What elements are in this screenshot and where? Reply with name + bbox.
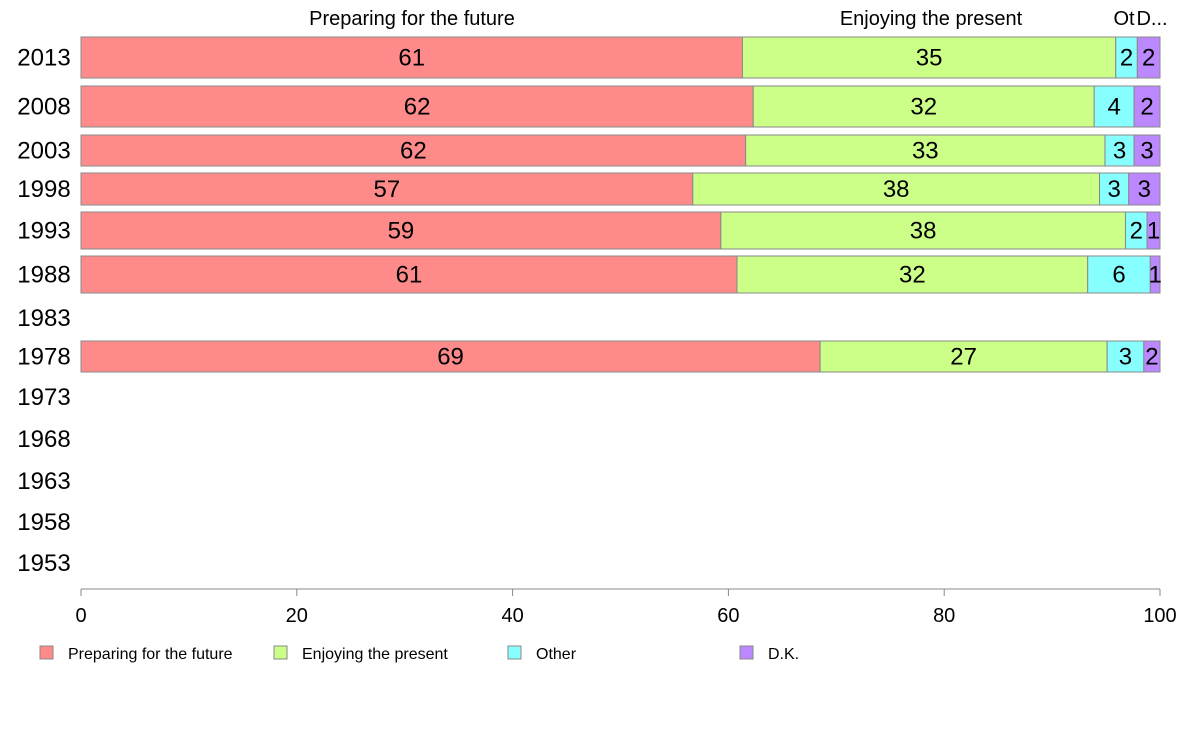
year-label: 1953 bbox=[17, 550, 70, 577]
bar-segment bbox=[80, 340, 821, 373]
bar-value-label: 59 bbox=[388, 218, 415, 245]
bar-segment bbox=[1106, 340, 1145, 373]
legend-swatch bbox=[273, 645, 288, 660]
bar-value-label: 69 bbox=[437, 344, 464, 371]
bar-value-label: 4 bbox=[1107, 94, 1120, 121]
legend-swatch bbox=[507, 645, 522, 660]
bar-segment bbox=[1099, 172, 1130, 206]
bar-value-label: 61 bbox=[396, 262, 423, 289]
year-label: 1973 bbox=[17, 384, 70, 411]
bar-segment bbox=[80, 172, 694, 206]
year-label: 1963 bbox=[17, 468, 70, 495]
legend-label: Enjoying the present bbox=[302, 646, 448, 663]
legend-label: Other bbox=[536, 646, 577, 663]
bar-segment bbox=[80, 255, 738, 294]
year-label: 1978 bbox=[17, 344, 70, 371]
x-tick-label: 20 bbox=[286, 605, 308, 627]
bar-value-label: 57 bbox=[374, 176, 401, 203]
legend-label: Preparing for the future bbox=[68, 646, 233, 663]
bar-segment bbox=[741, 36, 1117, 79]
year-label: 1983 bbox=[17, 305, 70, 332]
x-tick-label: 100 bbox=[1143, 605, 1176, 627]
bar-segment bbox=[752, 85, 1095, 128]
year-label: 1958 bbox=[17, 509, 70, 536]
bar-value-label: 2 bbox=[1120, 45, 1133, 72]
bar-value-label: 62 bbox=[404, 94, 431, 121]
year-label: 2008 bbox=[17, 94, 70, 121]
bar-value-label: 3 bbox=[1107, 176, 1120, 203]
bar-value-label: 3 bbox=[1140, 138, 1153, 165]
bar-segment bbox=[692, 172, 1101, 206]
bar-value-label: 1 bbox=[1147, 218, 1160, 245]
legend-swatch bbox=[39, 645, 54, 660]
bar-value-label: 1 bbox=[1148, 262, 1161, 289]
bar-value-label: 32 bbox=[899, 262, 926, 289]
x-tick-label: 80 bbox=[933, 605, 955, 627]
bar-value-label: 2 bbox=[1145, 344, 1158, 371]
legend-swatch bbox=[739, 645, 754, 660]
bar-value-label: 2 bbox=[1130, 218, 1143, 245]
bar-segment bbox=[1133, 85, 1161, 128]
legend: Preparing for the future Enjoying the pre… bbox=[39, 645, 799, 663]
bar-value-label: 27 bbox=[950, 344, 977, 371]
x-axis: 0 20 40 60 80 100 bbox=[75, 588, 1177, 627]
bar-value-label: 61 bbox=[398, 45, 425, 72]
y-axis-labels: 2013 2008 2003 1998 1993 1988 1983 1978 1973 1968… bbox=[17, 45, 70, 578]
bar-value-label: 32 bbox=[910, 94, 937, 121]
bar-value-label: 62 bbox=[400, 138, 427, 165]
bar-segment bbox=[1093, 85, 1135, 128]
year-label: 1993 bbox=[17, 218, 70, 245]
bar-value-label: 38 bbox=[910, 218, 937, 245]
series-header-labels: Preparing for the future Enjoying the pre… bbox=[309, 8, 1167, 30]
bar-value-label: 35 bbox=[916, 45, 943, 72]
bar-value-label: 2 bbox=[1140, 94, 1153, 121]
year-label: 2013 bbox=[17, 45, 70, 72]
x-tick-label: 40 bbox=[501, 605, 523, 627]
series-header-label: Enjoying the present bbox=[840, 8, 1023, 30]
year-label: 1998 bbox=[17, 176, 70, 203]
bar-value-label: 6 bbox=[1112, 262, 1125, 289]
bar-value-label: 3 bbox=[1138, 176, 1151, 203]
bar-segment bbox=[1146, 211, 1161, 250]
series-header-label: Preparing for the future bbox=[309, 8, 515, 30]
bar-segment bbox=[1128, 172, 1161, 206]
bar-segment bbox=[1143, 340, 1161, 373]
x-tick-label: 60 bbox=[717, 605, 739, 627]
bars-area: 61 35 2 262 32 4 262 33 3 357 38 3 359 38 2 161 32 6 169 27… bbox=[80, 36, 1162, 373]
bar-segment bbox=[1149, 255, 1161, 294]
bar-value-label: 38 bbox=[883, 176, 910, 203]
series-header-label: D... bbox=[1136, 8, 1167, 30]
bar-segment bbox=[819, 340, 1108, 373]
bar-segment bbox=[1133, 134, 1161, 167]
bar-value-label: 33 bbox=[912, 138, 939, 165]
bar-segment bbox=[745, 134, 1106, 167]
bar-segment bbox=[1136, 36, 1161, 79]
bar-segment bbox=[80, 134, 747, 167]
bar-segment bbox=[736, 255, 1089, 294]
x-tick-label: 0 bbox=[75, 605, 86, 627]
bar-segment bbox=[1104, 134, 1135, 167]
series-header-label: Ot bbox=[1113, 8, 1135, 30]
year-label: 2003 bbox=[17, 138, 70, 165]
legend-label: D.K. bbox=[768, 646, 799, 663]
bar-value-label: 3 bbox=[1113, 138, 1126, 165]
bar-value-label: 3 bbox=[1119, 344, 1132, 371]
year-label: 1968 bbox=[17, 426, 70, 453]
bar-value-label: 2 bbox=[1142, 45, 1155, 72]
year-label: 1988 bbox=[17, 262, 70, 289]
bar-segment bbox=[80, 36, 743, 79]
